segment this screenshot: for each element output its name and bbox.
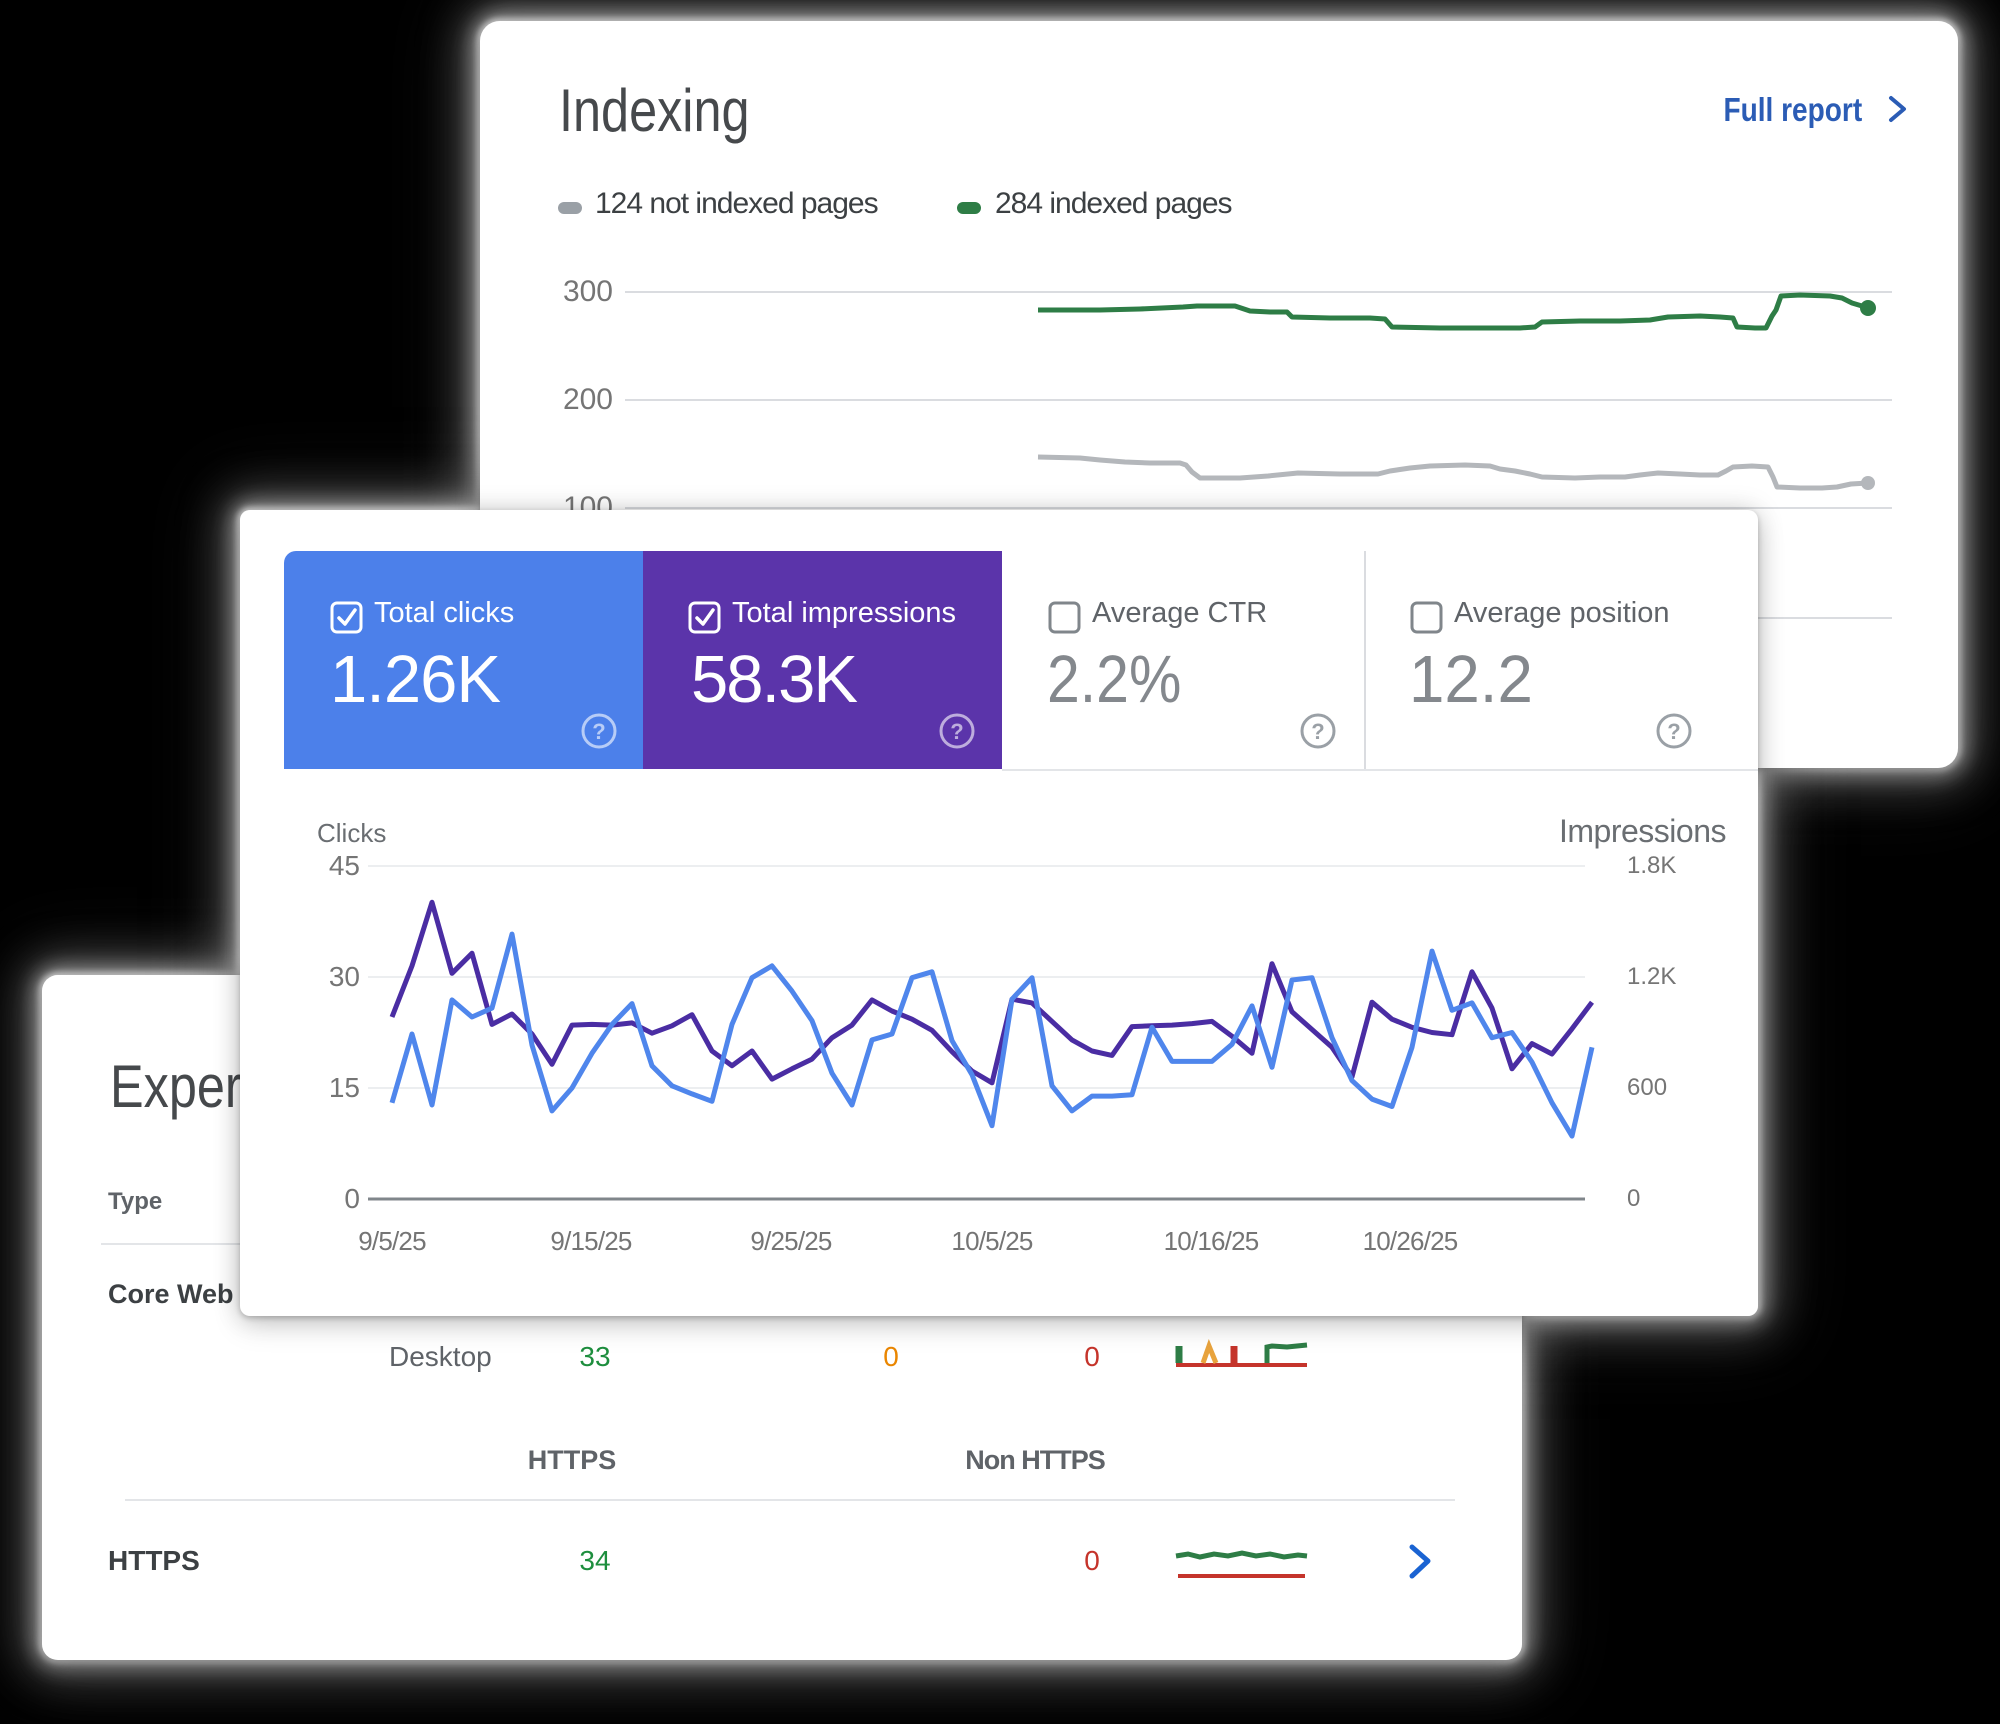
svg-text:?: ? [950, 719, 963, 744]
svg-text:?: ? [592, 719, 605, 744]
svg-text:?: ? [1667, 719, 1680, 744]
svg-text:?: ? [1311, 719, 1324, 744]
